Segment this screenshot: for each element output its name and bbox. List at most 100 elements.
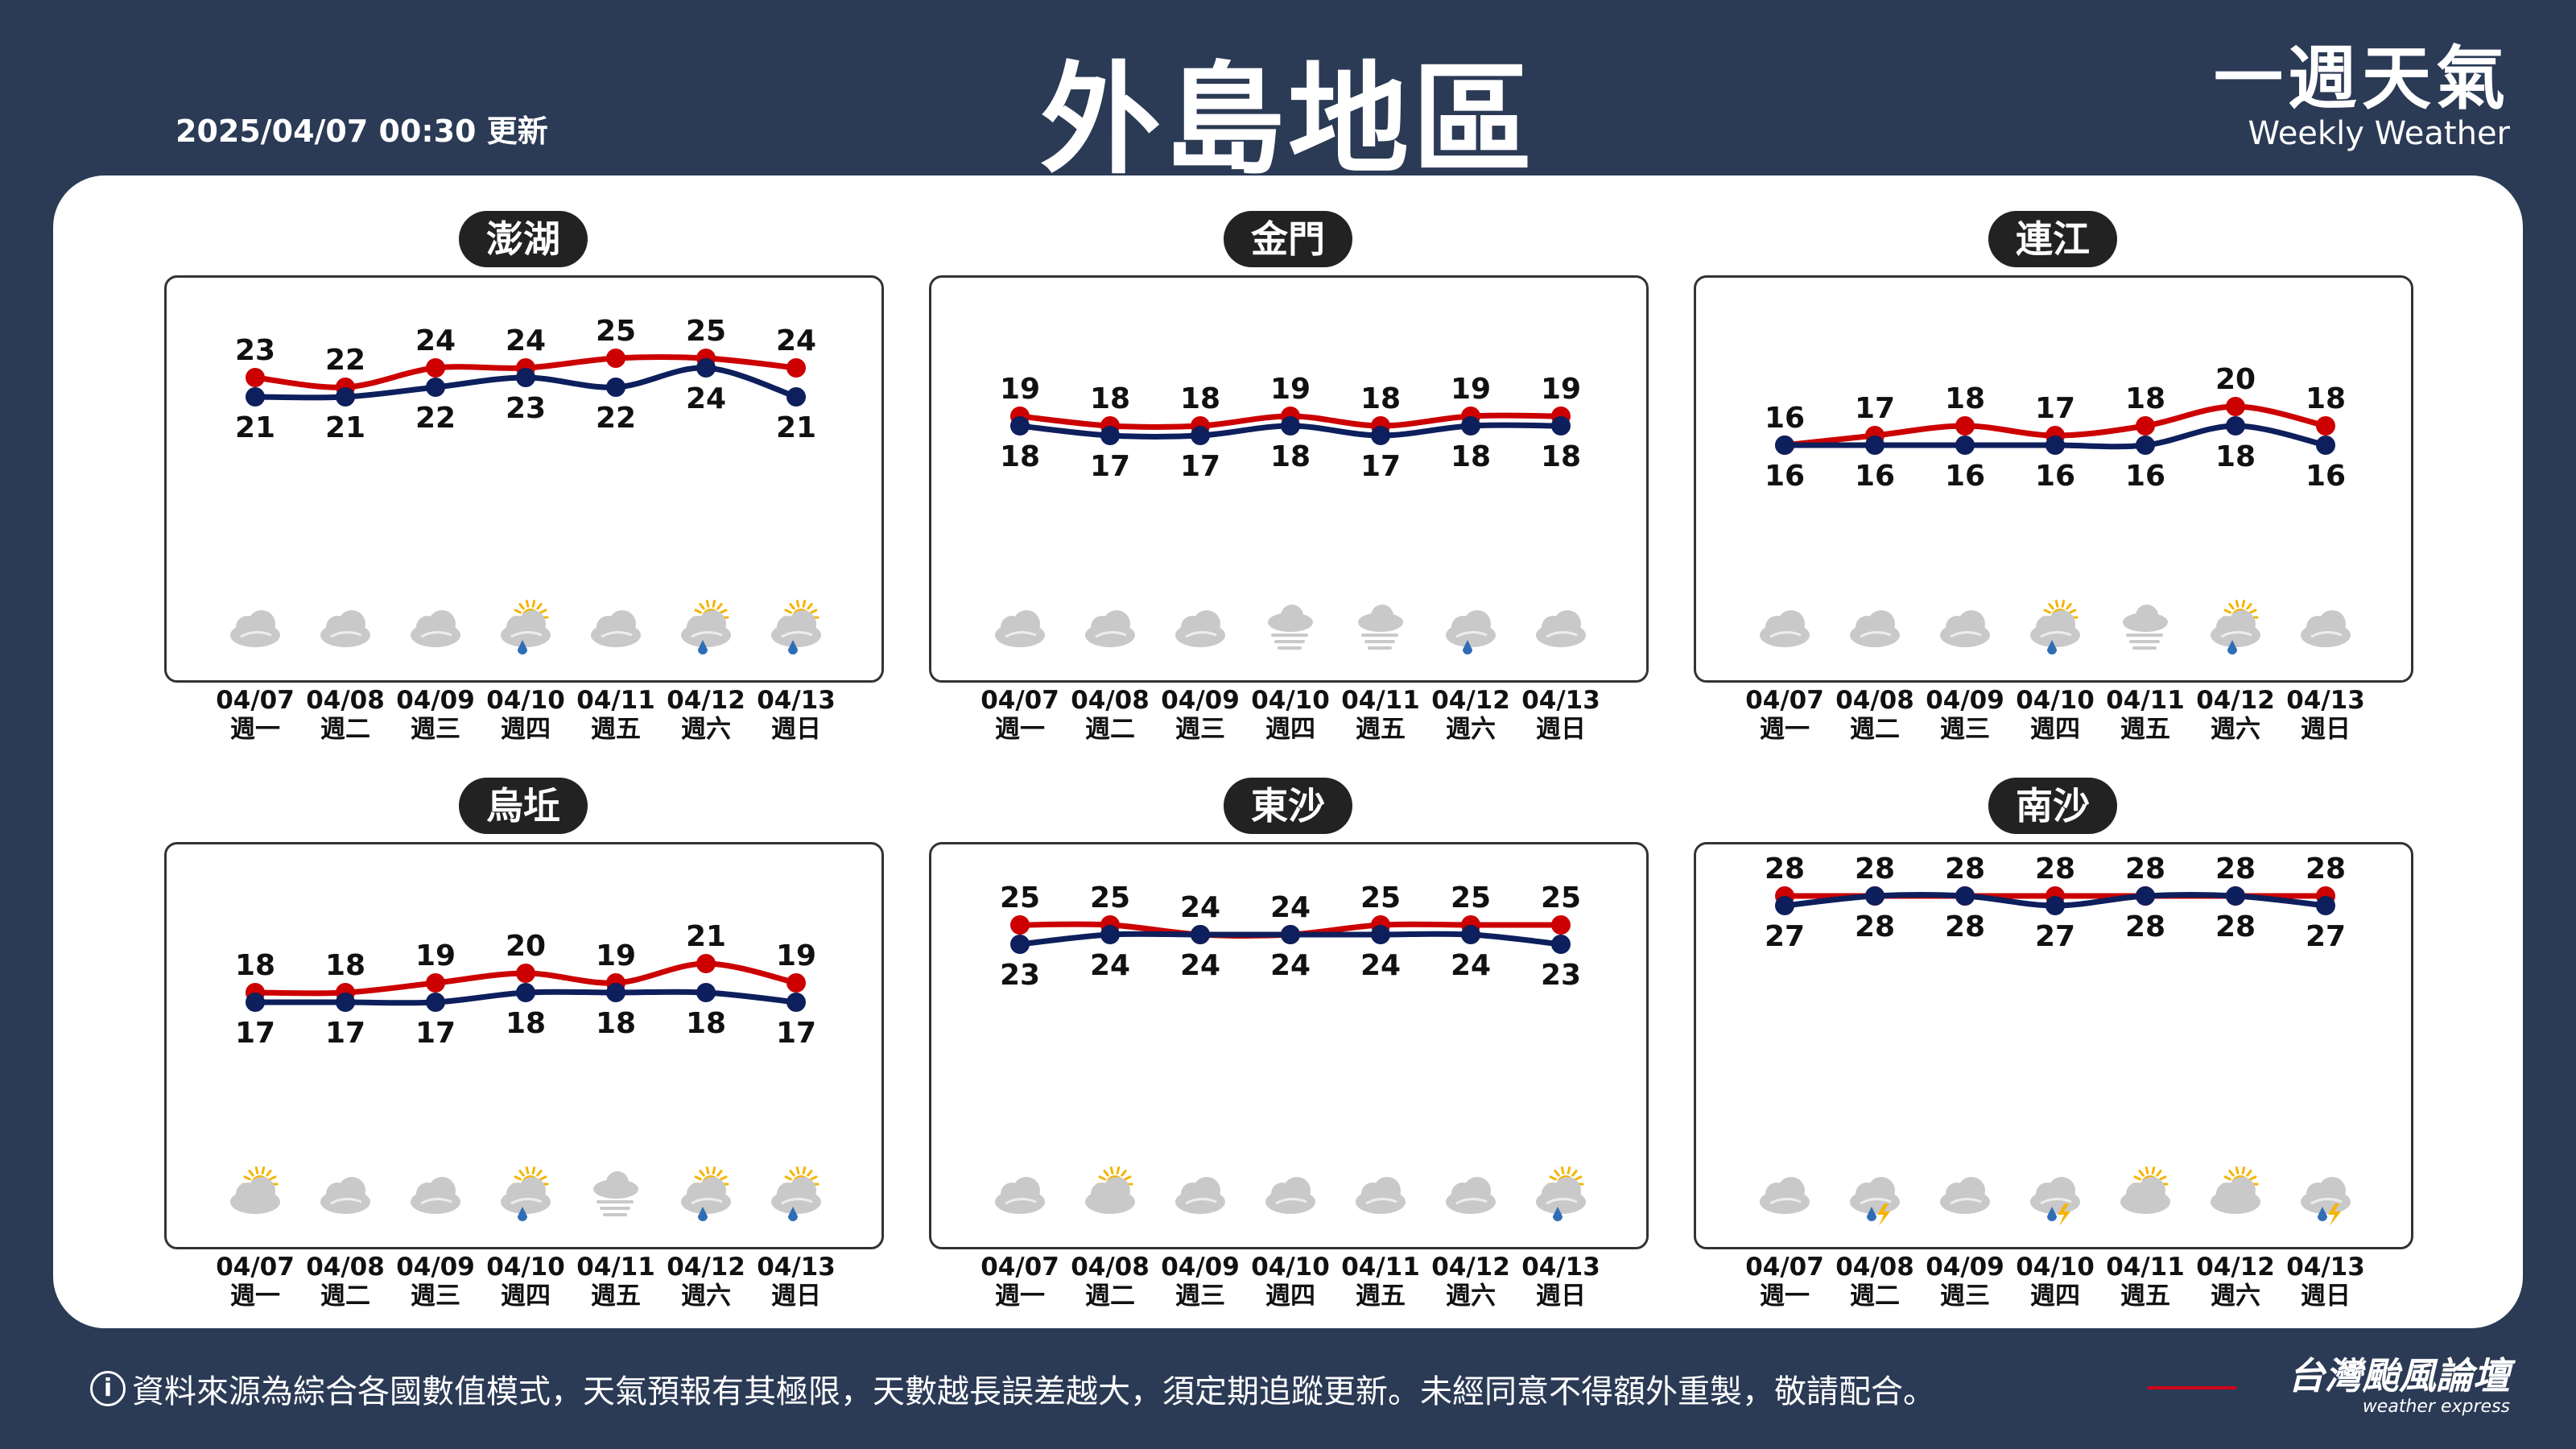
weekday-label: 週二	[1850, 715, 1900, 741]
cloud-icon	[1085, 610, 1135, 647]
sun-ray	[802, 1166, 807, 1174]
sun-ray	[1098, 1175, 1106, 1181]
low-temp-label: 16	[1765, 460, 1805, 493]
cloud-puff	[338, 610, 365, 638]
cloud-icon	[1265, 1177, 1315, 1214]
low-temp-label: 28	[1855, 910, 1895, 943]
sun-ray	[720, 609, 728, 614]
high-temp-label: 24	[1180, 891, 1220, 924]
cloud-icon	[1536, 1177, 1586, 1214]
date-label: 04/12	[667, 686, 745, 715]
cloud-puff	[699, 610, 726, 638]
high-temp-label: 28	[2035, 852, 2075, 886]
cloud-highlight	[691, 1198, 723, 1205]
low-temp-point	[1775, 896, 1794, 915]
date-label: 04/10	[486, 1253, 565, 1282]
cloud-icon	[591, 610, 641, 647]
fog-icon	[593, 1171, 638, 1216]
raindrop	[2227, 640, 2237, 654]
low-temp-label: 27	[2035, 920, 2075, 953]
low-temp-point	[1551, 416, 1571, 436]
date-label: 04/12	[1431, 686, 1510, 715]
low-temp-label: 18	[2215, 440, 2256, 473]
low-temp-point	[1371, 925, 1390, 944]
low-temp-label: 17	[1180, 450, 1220, 483]
sun-ray	[2061, 600, 2066, 608]
partly-sunny-icon	[2211, 1166, 2260, 1214]
sun-ray	[789, 603, 795, 610]
cloud-highlight	[420, 1198, 452, 1205]
sun-ray	[784, 609, 792, 614]
footer-disclaimer: i 資料來源為綜合各國數值模式，天氣預報有其極限，天數越長誤差越大，須定期追蹤更…	[90, 1365, 1935, 1412]
date-label: 04/11	[2106, 1253, 2185, 1282]
cloudy-icon	[320, 1177, 370, 1214]
sun-ray	[716, 603, 723, 610]
sun-ray	[2228, 1170, 2235, 1177]
region-kinmen: 金門 19 18 18 19 18 19 19 18 17 17 18 17 18 18 04/07 週一 04…	[929, 193, 1649, 741]
cloud-icon	[1268, 605, 1313, 632]
low-temp-label: 17	[325, 1017, 365, 1050]
sun-ray	[531, 1166, 536, 1174]
sun-ray	[2048, 603, 2054, 610]
region-title: 烏坵	[459, 778, 588, 834]
raindrop	[2047, 640, 2057, 654]
cloud-icon	[320, 610, 370, 647]
sun-ray	[705, 1166, 710, 1174]
raindrop	[788, 1207, 798, 1221]
cloud-puff	[1013, 610, 1040, 638]
high-temp-point	[2226, 397, 2245, 416]
region-lienchiang: 連江 16 17 18 17 18 20 18 16 16 16 16 16 18 16 04/07 週一 04…	[1694, 193, 2413, 741]
cloudy-icon	[995, 1177, 1045, 1214]
weekday-label: 週三	[1940, 715, 1990, 741]
raindrop	[2318, 1207, 2327, 1221]
region-wuqiu: 烏坵 18 18 19 20 19 21 19 17 17 17 18 18 18 17 04/07 週一 04…	[164, 760, 884, 1307]
high-temp-point	[426, 358, 445, 378]
sun-ray	[518, 1170, 525, 1177]
low-temp-label: 24	[1451, 949, 1491, 982]
date-label: 04/08	[1835, 1253, 1914, 1282]
raindrop	[1463, 640, 1472, 654]
date-label: 04/09	[396, 1253, 475, 1282]
low-temp-label: 27	[2306, 920, 2346, 953]
sun-ray	[1549, 1175, 1557, 1181]
cloud-icon	[2120, 1177, 2170, 1214]
high-temp-label: 28	[1855, 852, 1895, 886]
sun-ray	[784, 1175, 792, 1181]
cloud-highlight	[2310, 631, 2343, 638]
partly-sunny-rain-icon	[771, 1166, 821, 1221]
high-temp-label: 25	[596, 315, 636, 348]
date-label: 04/07	[980, 686, 1059, 715]
update-time: 2025/04/07 00:30 更新	[175, 114, 548, 149]
low-temp-label: 17	[776, 1017, 816, 1050]
weekday-label: 週二	[1085, 715, 1135, 741]
date-label: 04/09	[1161, 1253, 1240, 1282]
fog-icon	[1358, 605, 1403, 650]
low-temp-label: 17	[1090, 450, 1130, 483]
raindrop	[518, 1207, 527, 1221]
cloud-highlight	[510, 1198, 543, 1205]
date-label: 04/11	[576, 686, 655, 715]
low-temp-label: 18	[1000, 440, 1040, 473]
sun-ray	[795, 1166, 800, 1174]
low-temp-point	[1281, 925, 1300, 944]
fog-icon	[2123, 605, 2168, 650]
cloud-highlight	[1455, 1198, 1488, 1205]
cloud-puff	[2138, 1177, 2165, 1204]
region-nansha: 南沙 28 28 28 28 28 28 28 27 28 28 27 28 28 27 04/07 週一 04…	[1694, 760, 2413, 1307]
sun-ray	[1103, 1170, 1109, 1177]
date-label: 04/11	[1341, 1253, 1420, 1282]
high-temp-label: 28	[2306, 852, 2346, 886]
footer-brand-logo: 台灣颱風論壇 weather express	[2148, 1354, 2510, 1417]
high-temp-label: 25	[686, 315, 726, 348]
date-label: 04/13	[1521, 686, 1600, 715]
cloudy-icon	[1760, 1177, 1810, 1214]
brand-title-zh: 一週天氣	[2214, 39, 2510, 119]
sun-ray	[810, 609, 818, 614]
weekday-label: 週四	[2030, 1282, 2080, 1307]
raindrop	[1553, 1207, 1563, 1221]
raindrop	[788, 640, 798, 654]
partly-sunny-icon	[230, 1166, 280, 1214]
low-temp-point	[1955, 436, 1975, 455]
sun-ray	[705, 600, 710, 608]
sun-ray	[531, 600, 536, 608]
